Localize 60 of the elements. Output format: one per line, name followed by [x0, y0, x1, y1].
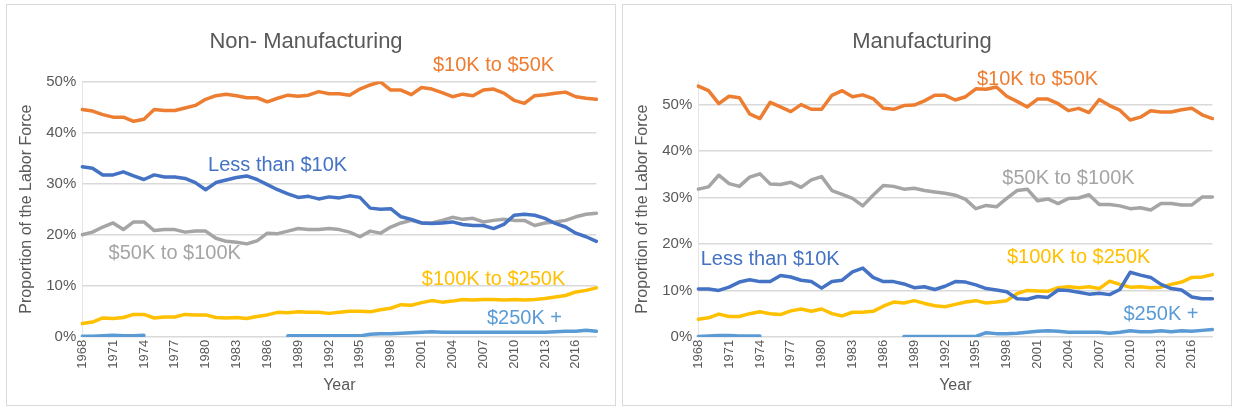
- y-axis-title: Proportion of the Labor Force: [17, 104, 35, 314]
- y-tick-label: 0%: [670, 327, 693, 345]
- x-tick-label: 2010: [1121, 339, 1137, 369]
- x-axis-title: Year: [939, 375, 973, 393]
- x-tick-label: 1989: [905, 339, 921, 369]
- x-tick-label: 1986: [874, 339, 890, 369]
- x-tick-label: 1971: [720, 339, 736, 369]
- series-label: $50K to $100K: [1002, 165, 1136, 188]
- x-tick-label: 1998: [998, 339, 1014, 369]
- x-tick-label: 2016: [567, 339, 583, 369]
- series-label: $50K to $100K: [108, 241, 242, 264]
- x-tick-label: 1986: [258, 339, 274, 369]
- series-label: $10K to $50K: [976, 66, 1099, 89]
- y-tick-label: 30%: [46, 173, 77, 191]
- x-tick-label: 1977: [782, 339, 798, 369]
- y-tick-label: 40%: [46, 122, 77, 140]
- x-tick-label: 1989: [289, 339, 305, 369]
- x-tick-label: 2007: [474, 339, 490, 369]
- x-tick-label: 1995: [967, 339, 983, 369]
- chart-title: Manufacturing: [852, 28, 992, 54]
- x-tick-label: 2004: [444, 339, 460, 369]
- y-tick-label: 20%: [662, 234, 693, 252]
- x-tick-label: 1998: [382, 339, 398, 369]
- y-tick-label: 10%: [662, 280, 693, 298]
- series-label: $100K to $250K: [421, 267, 566, 290]
- y-tick-label: 50%: [46, 71, 77, 89]
- x-tick-label: 2007: [1090, 339, 1106, 369]
- series-label: $250K +: [486, 305, 562, 328]
- series-label: Less than $10K: [700, 247, 841, 270]
- y-tick-label: 20%: [46, 224, 77, 242]
- x-tick-label: 2004: [1060, 339, 1076, 369]
- x-tick-label: 2013: [1152, 339, 1168, 369]
- x-tick-label: 1980: [197, 339, 213, 369]
- series-label: $100K to $250K: [1006, 245, 1152, 268]
- chart-title: Non- Manufacturing: [209, 28, 403, 54]
- y-axis-title: Proportion of the Labor Force: [633, 104, 651, 314]
- x-axis-title: Year: [323, 375, 357, 393]
- x-tick-label: 2001: [413, 339, 429, 369]
- y-tick-label: 50%: [662, 94, 693, 112]
- x-tick-label: 1983: [844, 339, 860, 369]
- series-label: Less than $10K: [208, 153, 348, 176]
- x-tick-label: 1974: [135, 339, 151, 369]
- x-tick-label: 1983: [228, 339, 244, 369]
- x-tick-label: 1980: [813, 339, 829, 369]
- x-tick-label: 2016: [1183, 339, 1199, 369]
- x-tick-label: 1995: [351, 339, 367, 369]
- x-tick-label: 2013: [536, 339, 552, 369]
- x-tick-label: 1992: [936, 339, 952, 369]
- x-tick-label: 1971: [104, 339, 120, 369]
- x-tick-label: 1992: [320, 339, 336, 369]
- y-tick-label: 40%: [662, 141, 693, 159]
- x-tick-label: 1977: [166, 339, 182, 369]
- y-tick-label: 0%: [54, 327, 77, 345]
- y-tick-label: 30%: [662, 187, 693, 205]
- x-tick-label: 1974: [751, 339, 767, 369]
- series-label: $250K +: [1123, 302, 1199, 325]
- x-tick-label: 2010: [505, 339, 521, 369]
- x-tick-label: 2001: [1029, 339, 1045, 369]
- y-tick-label: 10%: [46, 275, 77, 293]
- series-label: $10K to $50K: [432, 52, 555, 75]
